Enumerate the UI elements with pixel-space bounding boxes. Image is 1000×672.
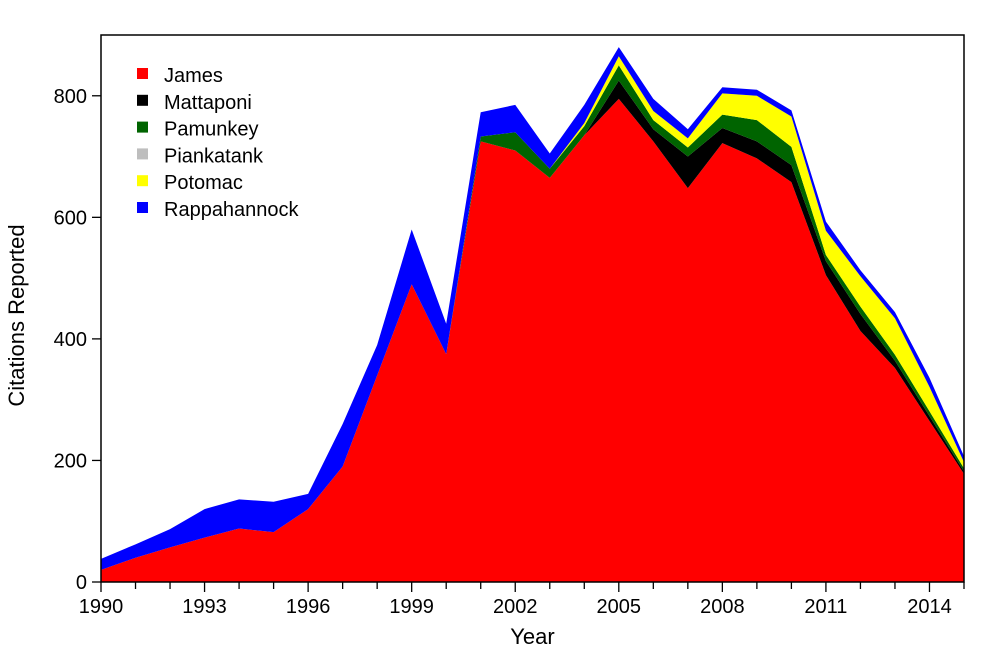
y-tick-label-800: 800 <box>54 86 87 108</box>
x-tick-label-1990: 1990 <box>79 596 124 618</box>
legend-label-mattaponi: Mattaponi <box>164 92 252 114</box>
x-tick-label-1996: 1996 <box>286 596 331 618</box>
legend-swatch-pamunkey <box>137 121 148 133</box>
legend-swatch-rappahannock <box>137 202 148 213</box>
legend-swatch-potomac <box>137 175 148 187</box>
legend-label-rappahannock: Rappahannock <box>164 199 300 221</box>
legend-swatch-james <box>137 68 148 79</box>
legend: James Mattaponi Pamunkey Piankatank Potomac R… <box>137 65 300 221</box>
legend-label-pamunkey: Pamunkey <box>164 119 259 141</box>
y-tick-label-600: 600 <box>54 207 87 229</box>
x-tick-label-2014: 2014 <box>907 596 952 618</box>
legend-label-piankatank: Piankatank <box>164 145 264 167</box>
x-tick-label-2005: 2005 <box>597 596 642 618</box>
legend-label-potomac: Potomac <box>164 172 243 194</box>
y-tick-label-0: 0 <box>76 572 87 594</box>
x-axis-title: Year <box>510 624 554 649</box>
y-tick-label-200: 200 <box>54 450 87 472</box>
x-tick-label-1993: 1993 <box>182 596 227 618</box>
legend-label-james: James <box>164 65 223 87</box>
x-tick-label-2011: 2011 <box>804 596 847 618</box>
x-tick-label-2008: 2008 <box>700 596 745 618</box>
plot-frame <box>100 34 965 583</box>
axes-layer: 1990 1993 1996 1999 2002 2005 2008 2011 2014 0 200… <box>54 86 965 618</box>
x-tick-label-1999: 1999 <box>389 596 434 618</box>
areas-layer <box>101 47 964 583</box>
area-james <box>101 98 964 583</box>
y-tick-label-400: 400 <box>54 329 87 351</box>
legend-swatch-mattaponi <box>137 94 148 106</box>
x-tick-label-2002: 2002 <box>493 596 538 618</box>
legend-swatch-piankatank <box>137 148 148 160</box>
y-axis-title: Citations Reported <box>4 224 29 406</box>
